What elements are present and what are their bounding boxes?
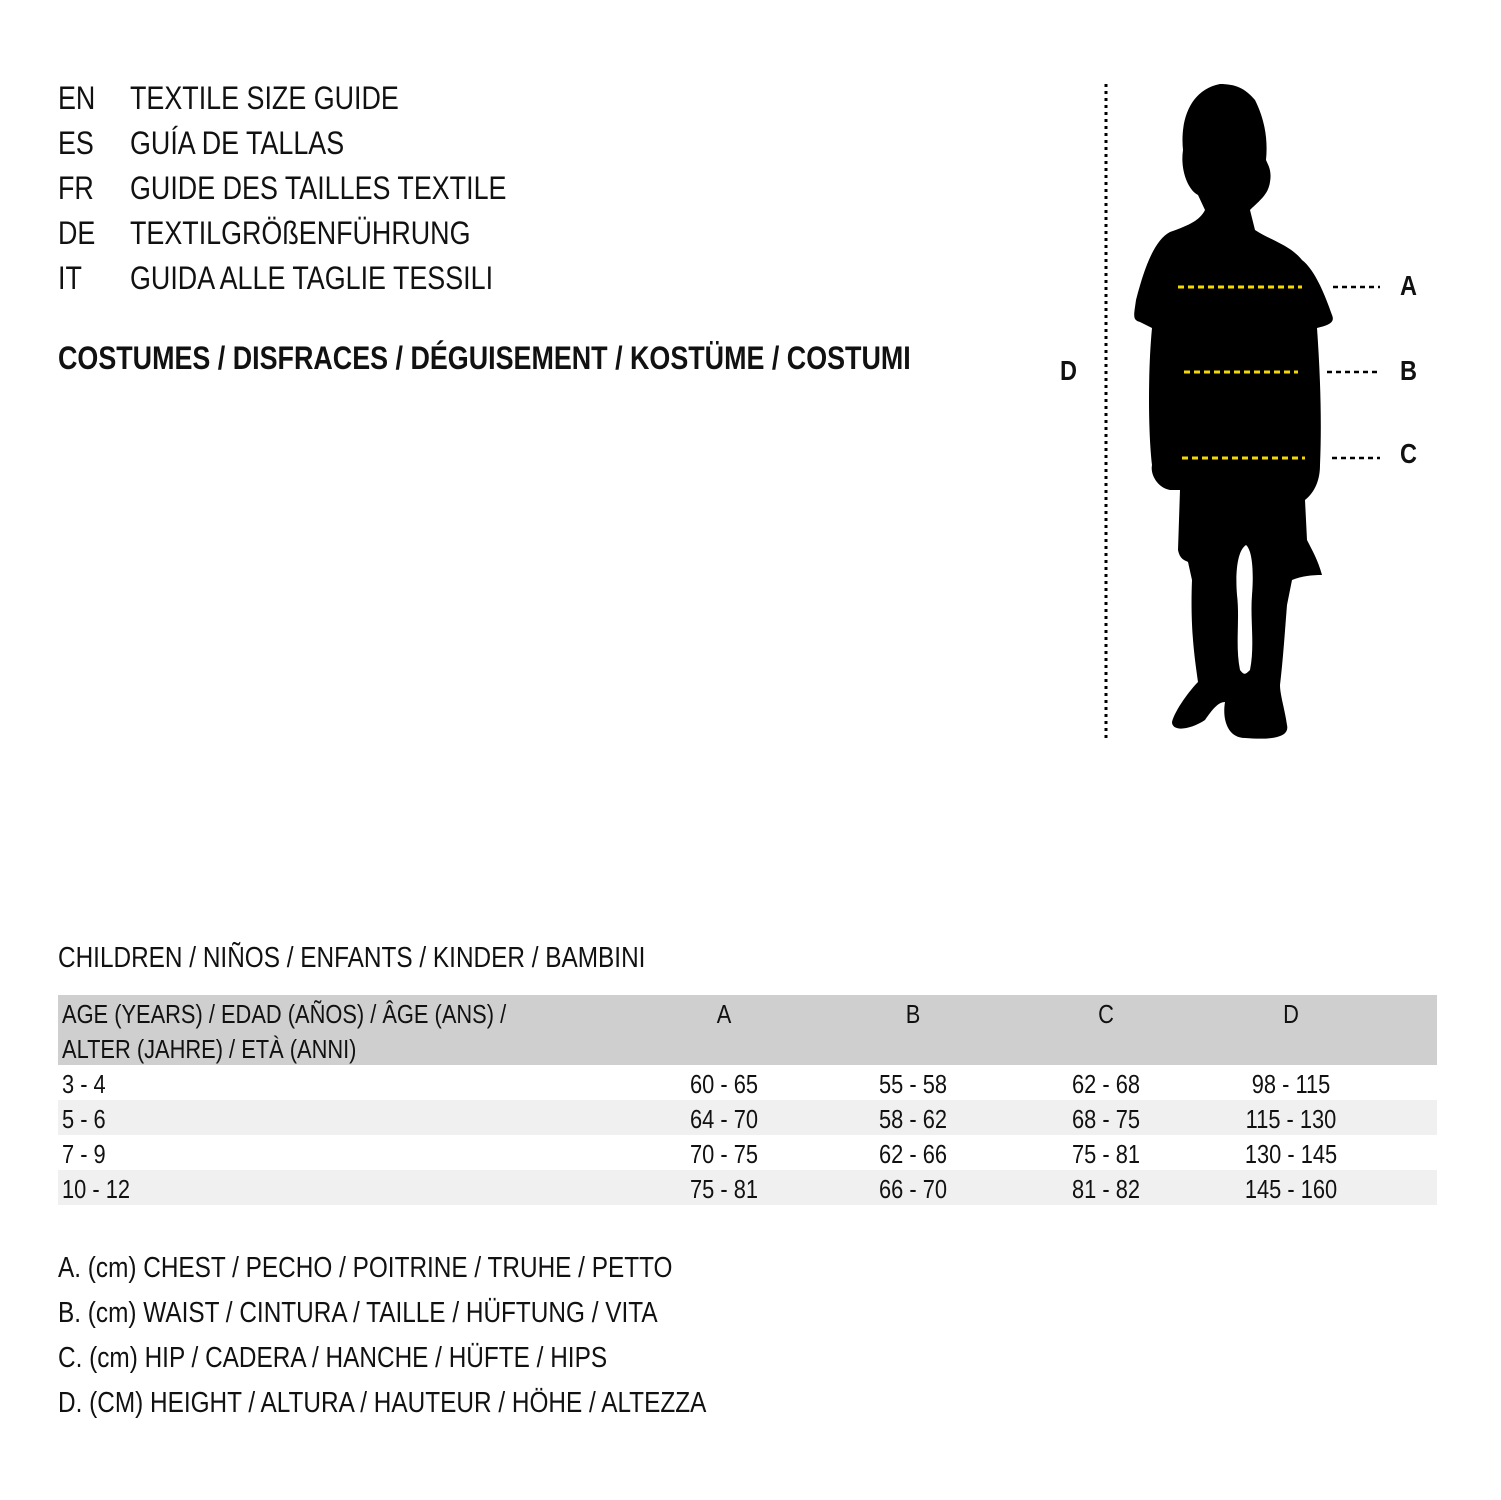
header-age: AGE (YEARS) / EDAD (AÑOS) / ÂGE (ANS) / [62,999,507,1029]
legend-height: D. (CM) HEIGHT / ALTURA / HAUTEUR / HÖHE… [58,1387,707,1419]
label-d: D [1060,355,1077,386]
cell-d: 115 - 130 [1245,1104,1337,1134]
cell-c: 75 - 81 [1071,1139,1141,1169]
cell-c: 81 - 82 [1071,1174,1141,1204]
cell-d: 98 - 115 [1251,1069,1331,1099]
header-a: A [716,999,732,1029]
lang-code: FR [58,170,94,206]
table-row: 3 - 4 60 - 65 55 - 58 62 - 68 98 - 115 [58,1065,1437,1100]
cell-age: 5 - 6 [62,1104,106,1134]
header-d: D [1283,999,1299,1029]
cell-a: 75 - 81 [689,1174,759,1204]
lang-code: DE [58,215,96,251]
legend-chest: A. (cm) CHEST / PECHO / POITRINE / TRUHE… [58,1252,673,1284]
header-c: C [1098,999,1114,1029]
cell-a: 70 - 75 [689,1139,759,1169]
title-text: GUIDA ALLE TAGLIE TESSILI [130,260,494,296]
table-header: AGE (YEARS) / EDAD (AÑOS) / ÂGE (ANS) / … [58,995,1437,1065]
label-c: C [1400,438,1417,469]
cell-c: 62 - 68 [1071,1069,1141,1099]
lang-code: EN [58,80,96,116]
cell-b: 58 - 62 [878,1104,948,1134]
section-heading: CHILDREN / NIÑOS / ENFANTS / KINDER / BA… [58,942,646,974]
title-text: TEXTILE SIZE GUIDE [130,80,399,116]
title-text: GUIDE DES TAILLES TEXTILE [130,170,507,206]
header-b: B [905,999,921,1029]
lang-code: ES [58,125,94,161]
title-text: TEXTILGRÖßENFÜHRUNG [130,215,471,251]
category-heading: COSTUMES / DISFRACES / DÉGUISEMENT / KOS… [58,340,911,376]
table-row: 10 - 12 75 - 81 66 - 70 81 - 82 145 - 16… [58,1170,1437,1205]
legend-waist: B. (cm) WAIST / CINTURA / TAILLE / HÜFTU… [58,1297,658,1329]
header-age-2: ALTER (JAHRE) / ETÀ (ANNI) [62,1034,357,1064]
cell-d: 130 - 145 [1244,1139,1338,1169]
cell-age: 10 - 12 [62,1174,131,1204]
cell-b: 55 - 58 [878,1069,948,1099]
table-row: 5 - 6 64 - 70 58 - 62 68 - 75 115 - 130 [58,1100,1437,1135]
label-b: B [1400,355,1417,386]
table-row: 7 - 9 70 - 75 62 - 66 75 - 81 130 - 145 [58,1135,1437,1170]
child-silhouette [1134,84,1333,739]
title-text: GUÍA DE TALLAS [130,125,345,161]
cell-d: 145 - 160 [1244,1174,1338,1204]
child-silhouette-figure [1104,84,1380,742]
cell-a: 64 - 70 [689,1104,759,1134]
cell-age: 3 - 4 [62,1069,106,1099]
cell-c: 68 - 75 [1071,1104,1141,1134]
label-a: A [1400,270,1417,301]
cell-b: 66 - 70 [878,1174,948,1204]
cell-age: 7 - 9 [62,1139,106,1169]
cell-b: 62 - 66 [878,1139,948,1169]
legend-hip: C. (cm) HIP / CADERA / HANCHE / HÜFTE / … [58,1342,608,1374]
cell-a: 60 - 65 [689,1069,759,1099]
lang-code: IT [58,260,82,296]
